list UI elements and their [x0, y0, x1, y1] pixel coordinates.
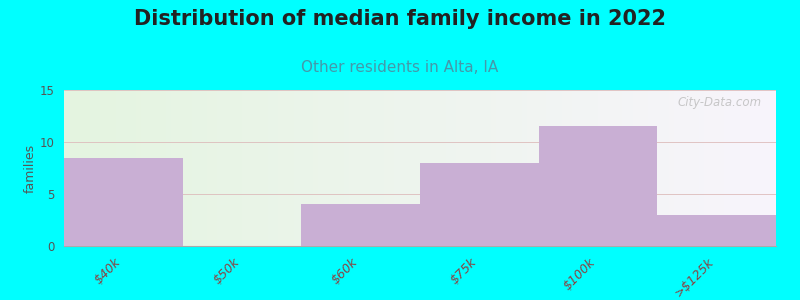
Bar: [302, 204, 420, 246]
Bar: [538, 126, 658, 246]
Text: Distribution of median family income in 2022: Distribution of median family income in …: [134, 9, 666, 29]
Text: City-Data.com: City-Data.com: [678, 96, 762, 109]
Text: Other residents in Alta, IA: Other residents in Alta, IA: [302, 60, 498, 75]
Y-axis label: families: families: [24, 143, 37, 193]
Bar: [420, 163, 538, 246]
Bar: [658, 215, 776, 246]
Bar: [64, 158, 182, 246]
